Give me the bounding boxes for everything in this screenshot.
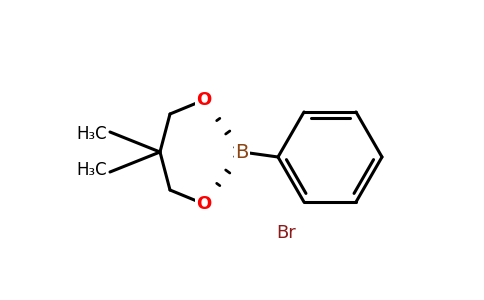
Text: O: O <box>197 91 212 109</box>
Text: B: B <box>235 142 249 161</box>
Text: H₃C: H₃C <box>76 161 107 179</box>
Text: H₃C: H₃C <box>76 125 107 143</box>
Text: Br: Br <box>276 224 296 242</box>
Text: O: O <box>197 195 212 213</box>
